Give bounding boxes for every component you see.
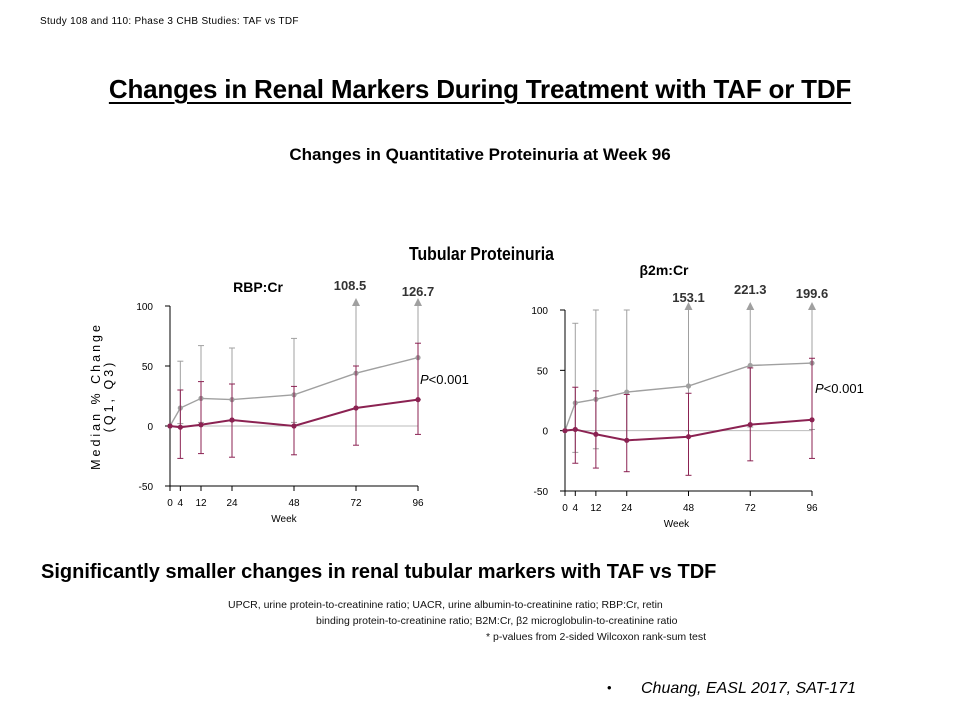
x-tick-label: 48	[683, 503, 695, 514]
chart-title: RBP:Cr	[233, 279, 283, 295]
x-tick-label: 4	[573, 503, 579, 514]
offscale-arrow	[746, 302, 755, 310]
offscale-arrow	[352, 298, 360, 306]
group-title: Tubular Proteinuria	[409, 244, 554, 264]
offscale-arrow	[414, 298, 422, 306]
footnote-line: UPCR, urine protein-to-creatinine ratio;…	[228, 599, 663, 611]
y-tick-label: 50	[537, 366, 549, 377]
footnote-line: binding protein-to-creatinine ratio; B2M…	[316, 615, 678, 627]
x-tick-label: 72	[745, 503, 757, 514]
data-point	[624, 389, 630, 395]
y-tick-label: 0	[147, 422, 153, 433]
data-point	[747, 362, 753, 369]
y-tick-label: 100	[531, 306, 548, 317]
offscale-arrow	[808, 302, 816, 310]
data-point	[747, 422, 753, 428]
x-tick-label: 96	[412, 498, 424, 509]
data-point	[167, 423, 173, 429]
data-point	[177, 424, 183, 430]
data-point	[685, 383, 692, 389]
y-tick-label: -50	[534, 487, 549, 498]
data-point	[809, 417, 815, 423]
y-axis-title-line: Median % Change	[89, 322, 103, 470]
data-point	[685, 434, 692, 440]
p-value-label: P<0.001	[420, 372, 469, 387]
offscale-value-label: 221.3	[734, 282, 767, 297]
p-value-label: P<0.001	[815, 381, 864, 396]
x-tick-label: 0	[167, 498, 173, 509]
x-tick-label: 4	[178, 498, 184, 509]
data-point	[572, 426, 578, 433]
citation-text: Chuang, EASL 2017, SAT-171	[641, 680, 856, 697]
x-tick-label: 24	[226, 498, 238, 509]
slide-title: Changes in Renal Markers During Treatmen…	[108, 74, 852, 104]
y-tick-label: 100	[136, 302, 153, 313]
offscale-value-label: 108.5	[334, 278, 367, 293]
x-tick-label: 12	[590, 503, 602, 514]
y-axis-title: Median % Change (Q1, Q3)	[89, 322, 116, 470]
x-tick-label: 12	[195, 498, 207, 509]
footnote-line: * p-values from 2-sided Wilcoxon rank-su…	[486, 631, 706, 643]
offscale-value-label: 153.1	[672, 290, 705, 305]
x-tick-label: 48	[288, 498, 300, 509]
y-tick-label: 50	[142, 362, 154, 373]
x-tick-label: 72	[350, 498, 362, 509]
data-point	[593, 431, 599, 437]
offscale-value-label: 199.6	[796, 286, 829, 301]
data-point	[198, 422, 204, 428]
bullet-icon: •	[607, 680, 612, 695]
x-tick-label: 0	[562, 503, 568, 514]
header-note: Study 108 and 110: Phase 3 CHB Studies: …	[40, 16, 299, 27]
y-axis-title-line: (Q1, Q3)	[102, 360, 116, 433]
data-point	[291, 423, 297, 429]
x-tick-label: 96	[806, 503, 818, 514]
y-tick-label: -50	[139, 482, 154, 493]
x-axis-title: Week	[664, 519, 690, 530]
offscale-arrow	[684, 302, 693, 310]
data-point	[624, 437, 630, 443]
data-point	[353, 405, 359, 411]
data-point	[415, 397, 421, 403]
x-tick-label: 24	[621, 503, 633, 514]
offscale-value-label: 126.7	[402, 284, 435, 299]
x-axis-title: Week	[271, 514, 297, 525]
conclusion-text: Significantly smaller changes in renal t…	[41, 561, 717, 583]
chart-title: β2m:Cr	[640, 262, 690, 278]
data-point	[229, 417, 235, 423]
y-tick-label: 0	[542, 427, 548, 438]
data-point	[562, 428, 568, 434]
slide-subtitle: Changes in Quantitative Proteinuria at W…	[289, 145, 671, 164]
